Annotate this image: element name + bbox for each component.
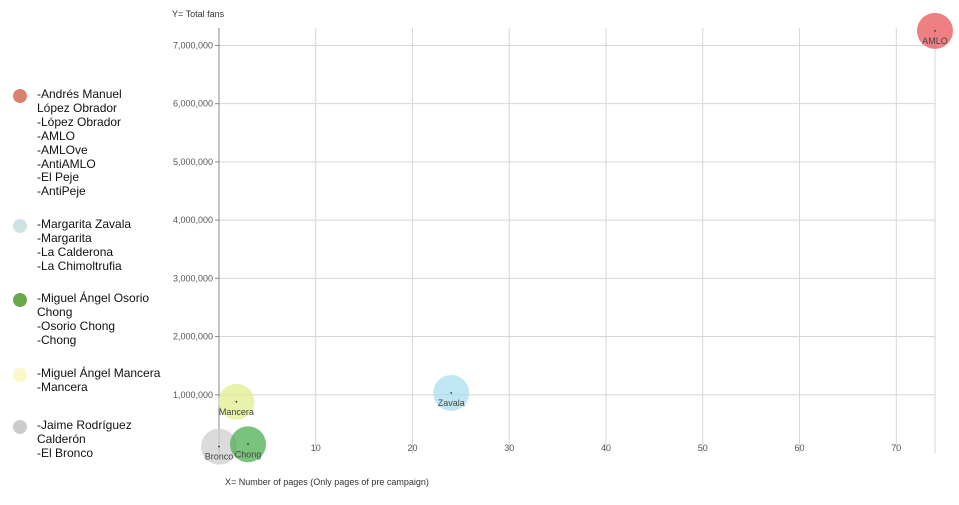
legend-text: -Andrés Manuel López Obrador -López Obrado… <box>37 87 122 199</box>
bubble-center-dot <box>247 443 249 446</box>
x-tick-label: 70 <box>891 443 901 453</box>
grid-lines <box>215 28 935 453</box>
x-tick-label: 10 <box>311 443 321 453</box>
legend-text: -Miguel Ángel Osorio Chong -Osorio Chong -C… <box>37 291 150 348</box>
y-axis-label: Y= Total fans <box>172 9 225 19</box>
legend-line: Calderón <box>37 431 86 446</box>
bubble-center-dot <box>235 400 238 403</box>
y-tick-label: 5,000,000 <box>173 157 213 167</box>
legend-line: López Obrador <box>37 100 118 115</box>
y-tick-label: 4,000,000 <box>173 215 213 225</box>
bubble-amlo: AMLO <box>917 12 953 49</box>
legend-line: -La Calderona <box>37 244 114 259</box>
legend-text: -Miguel Ángel Mancera -Mancera <box>37 366 161 395</box>
bubble-zavala: Zavala <box>433 375 470 412</box>
bubble-center-dot <box>218 445 220 448</box>
legend-text: -Margarita Zavala -Margarita -La Calderona… <box>37 217 132 274</box>
legend-swatch <box>13 89 27 103</box>
bubble-label: Zavala <box>438 398 465 408</box>
legend-line: -Miguel Ángel Mancera <box>37 366 161 380</box>
x-tick-label: 60 <box>795 443 805 453</box>
legend-line: -AMLO <box>37 128 76 143</box>
legend-swatch <box>13 368 27 382</box>
legend-text: -Jaime Rodríguez Calderón -El Bronco <box>37 418 132 461</box>
bubble-center-dot <box>934 30 936 32</box>
legend-line: -Mancera <box>37 379 88 394</box>
legend-line: -AMLOve <box>37 142 88 157</box>
x-axis-label: X= Number of pages (Only pages of pre ca… <box>225 477 429 487</box>
y-tick-label: 2,000,000 <box>173 332 213 342</box>
bubble-center-dot <box>450 392 453 394</box>
data-points: AMLO Zavala Mancera Bronco Chong <box>201 12 953 465</box>
legend-line: -Margarita <box>37 230 92 245</box>
bubble-label: Chong <box>235 449 262 459</box>
legend-line: -Jaime Rodríguez <box>37 418 132 432</box>
x-tick-label: 20 <box>408 443 418 453</box>
legend-line: -El Peje <box>37 170 80 185</box>
legend-line: -Osorio Chong <box>37 318 116 333</box>
legend-line: -AntiPeje <box>37 184 86 199</box>
legend-line: -López Obrador <box>37 114 122 129</box>
x-tick-label: 30 <box>504 443 514 453</box>
legend-line: -Chong <box>37 332 77 347</box>
legend-line: -Andrés Manuel <box>37 87 122 101</box>
bubble-label: AMLO <box>922 36 948 46</box>
bubble-chong: Chong <box>230 426 267 463</box>
legend-line: -Margarita Zavala <box>37 217 132 231</box>
y-tick-label: 1,000,000 <box>173 390 213 400</box>
y-tick-label: 6,000,000 <box>173 99 213 109</box>
legend-line: -El Bronco <box>37 445 94 460</box>
legend-line: Chong <box>37 304 73 319</box>
chart-legend: -Andrés Manuel López Obrador -López Obrado… <box>0 0 170 505</box>
legend-line: -Miguel Ángel Osorio <box>37 291 150 305</box>
legend-swatch <box>13 420 27 434</box>
legend-line: -La Chimoltrufia <box>37 258 122 273</box>
axes <box>218 28 936 453</box>
tick-labels: 10 20 30 40 50 60 70 1,000,000 2,000,000 3,000,00… <box>173 40 901 453</box>
y-tick-label: 7,000,000 <box>173 40 213 50</box>
legend-swatch <box>13 293 27 307</box>
legend-line: -AntiAMLO <box>37 156 96 171</box>
bubble-mancera: Mancera <box>218 383 255 420</box>
y-tick-label: 3,000,000 <box>173 273 213 283</box>
bubble-label: Mancera <box>219 407 254 417</box>
bubble-bronco: Bronco <box>201 428 237 465</box>
legend-swatch <box>13 219 27 233</box>
x-tick-label: 40 <box>601 443 611 453</box>
bubble-label: Bronco <box>205 452 234 462</box>
x-tick-label: 50 <box>698 443 708 453</box>
